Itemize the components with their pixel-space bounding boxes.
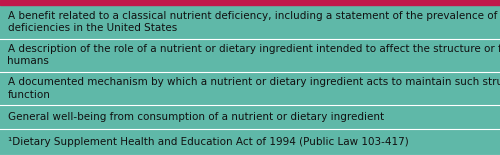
Text: General well-being from consumption of a nutrient or dietary ingredient: General well-being from consumption of a… (8, 112, 384, 122)
Bar (0, 0, 500, 5)
Text: A description of the role of a nutrient or dietary ingredient intended to affect: A description of the role of a nutrient … (8, 44, 500, 66)
Text: A documented mechanism by which a nutrient or dietary ingredient acts to maintai: A documented mechanism by which a nutrie… (8, 77, 500, 100)
Text: ¹Dietary Supplement Health and Education Act of 1994 (Public Law 103-417): ¹Dietary Supplement Health and Education… (8, 137, 408, 147)
Text: A benefit related to a classical nutrient deficiency, including a statement of t: A benefit related to a classical nutrien… (8, 11, 500, 33)
